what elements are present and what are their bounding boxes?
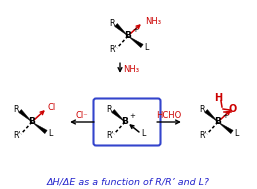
Text: NH₃: NH₃	[123, 66, 139, 74]
Text: B: B	[122, 118, 128, 126]
Polygon shape	[19, 110, 32, 122]
Text: H: H	[214, 93, 222, 103]
Text: R: R	[109, 19, 115, 28]
Polygon shape	[128, 36, 143, 48]
FancyBboxPatch shape	[94, 98, 161, 146]
Polygon shape	[218, 122, 233, 134]
Polygon shape	[112, 110, 125, 122]
Text: +: +	[222, 113, 228, 119]
Text: L: L	[234, 129, 238, 139]
Text: L: L	[141, 129, 145, 139]
Text: R': R'	[13, 132, 21, 140]
Text: HCHO: HCHO	[156, 112, 182, 121]
Text: R: R	[199, 105, 205, 114]
Text: B: B	[215, 118, 222, 126]
Text: ΔH/ΔE as a function of R/R’ and L?: ΔH/ΔE as a function of R/R’ and L?	[47, 177, 209, 187]
Text: R': R'	[199, 132, 207, 140]
Text: R: R	[13, 105, 19, 114]
Text: L: L	[48, 129, 52, 139]
Text: Cl⁻: Cl⁻	[76, 112, 88, 121]
Text: Cl: Cl	[48, 104, 56, 112]
Text: B: B	[125, 32, 131, 40]
Text: NH₃: NH₃	[145, 18, 161, 26]
Polygon shape	[32, 122, 47, 134]
Text: +: +	[132, 27, 138, 33]
Text: O: O	[229, 104, 237, 114]
Polygon shape	[115, 23, 128, 36]
Polygon shape	[205, 110, 218, 122]
Text: L: L	[144, 43, 148, 53]
Text: B: B	[29, 118, 35, 126]
Text: R': R'	[106, 132, 114, 140]
Text: R: R	[106, 105, 112, 114]
Text: +: +	[129, 113, 135, 119]
Text: R': R'	[109, 46, 117, 54]
